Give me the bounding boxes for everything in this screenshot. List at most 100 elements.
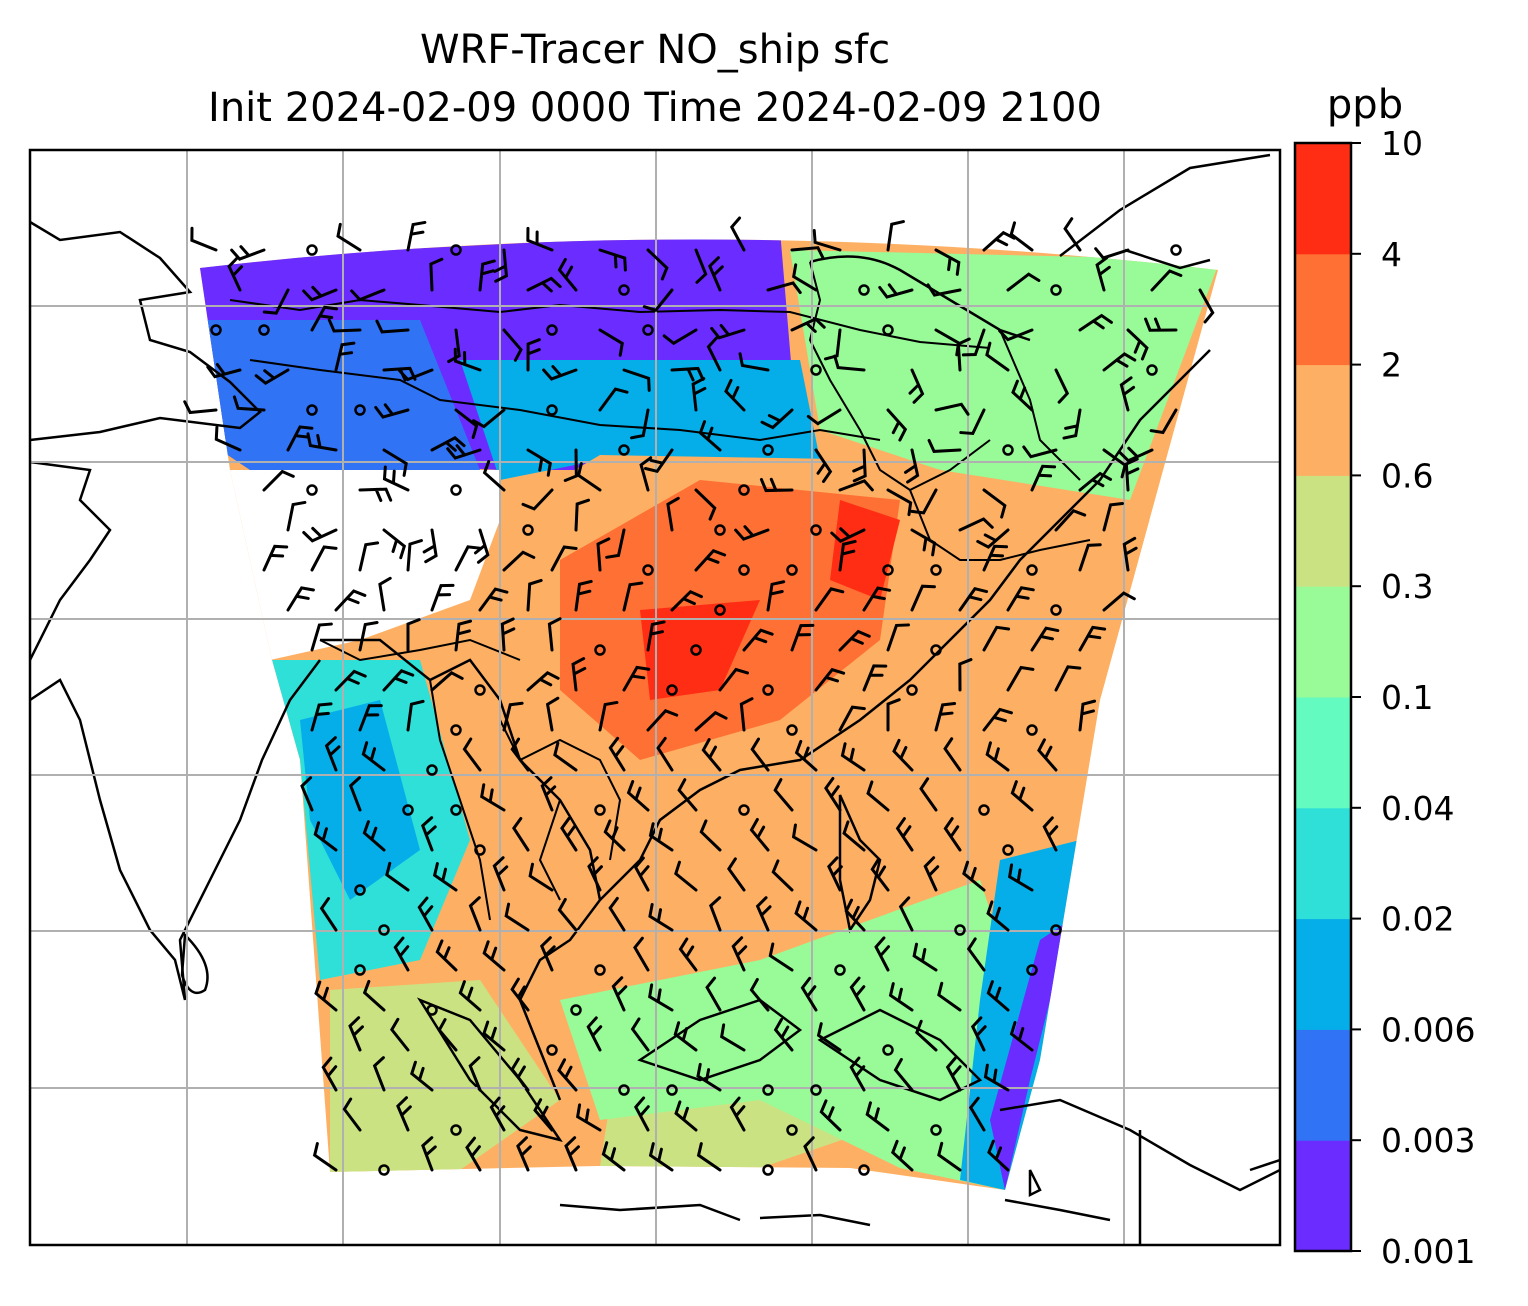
wind-barb: [382, 448, 408, 477]
wind-barb: [306, 432, 338, 452]
wind-barb: [1102, 591, 1136, 612]
wind-barb: [493, 248, 509, 283]
wind-barb: [729, 216, 746, 252]
wind-barb: [874, 936, 890, 972]
wind-barb: [962, 860, 986, 892]
wind-barb: [926, 283, 962, 297]
wind-barb: [468, 1056, 482, 1092]
calm-wind-marker: [402, 804, 414, 816]
calm-wind-marker: [426, 1004, 438, 1016]
wind-barb: [1198, 288, 1215, 324]
wind-barb: [1094, 247, 1130, 260]
wind-barb: [852, 448, 867, 483]
wind-barb: [646, 709, 679, 732]
calm-wind-marker: [306, 244, 318, 256]
wind-barb: [986, 900, 1010, 932]
calm-wind-marker: [210, 324, 222, 336]
calm-wind-marker: [810, 364, 822, 376]
wind-barb: [729, 1096, 746, 1132]
calm-wind-marker: [450, 804, 462, 816]
wind-barb: [214, 425, 242, 452]
wind-barb: [759, 477, 794, 493]
wind-barb: [1022, 445, 1058, 459]
wind-barb: [232, 395, 266, 412]
wind-barb: [919, 777, 938, 812]
wind-barb: [794, 900, 818, 932]
colorbar-segment: [1295, 253, 1351, 366]
wind-barb: [903, 448, 920, 484]
colorbar-segment: [1295, 1140, 1351, 1252]
wind-barb: [694, 488, 717, 521]
colorbar-segment: [1295, 143, 1351, 255]
wind-barb: [760, 408, 794, 430]
calm-wind-marker: [786, 724, 798, 736]
wind-barb: [648, 902, 674, 932]
colorbar-segment: [1295, 475, 1351, 587]
calm-wind-marker: [858, 284, 870, 296]
wind-barb: [958, 587, 989, 612]
wind-barb: [678, 937, 698, 972]
calm-wind-marker: [762, 1084, 774, 1096]
wind-barb: [526, 671, 560, 692]
wind-barb: [943, 817, 962, 852]
wind-barb: [1118, 446, 1154, 463]
wind-barb: [302, 285, 338, 302]
wind-barb: [1078, 471, 1113, 492]
wind-barb: [895, 817, 914, 852]
wind-barb: [886, 698, 901, 732]
wind-barb: [601, 1141, 626, 1172]
wind-barb: [792, 263, 818, 292]
wind-barb: [406, 539, 423, 572]
wind-barb: [1030, 626, 1060, 652]
wind-barb: [838, 705, 866, 732]
colorbar-tick-label: 0.003: [1381, 1121, 1475, 1160]
calm-wind-marker: [450, 724, 462, 736]
wind-barb: [576, 462, 602, 492]
wind-barb: [1126, 328, 1149, 361]
wind-barb: [838, 629, 871, 652]
country-borders: [229, 261, 1091, 921]
wind-barb: [1054, 368, 1070, 404]
wind-barb: [190, 226, 218, 252]
wind-barb: [646, 248, 669, 281]
wind-barb: [694, 548, 727, 572]
wind-barb: [454, 619, 473, 652]
wind-barb: [982, 488, 1007, 519]
wind-barb: [510, 1057, 530, 1092]
wind-barb: [642, 288, 674, 313]
wind-barb: [816, 1022, 842, 1052]
wind-barb: [968, 1096, 986, 1132]
colorbar-tick-label: 2: [1381, 346, 1402, 385]
wind-barb: [982, 230, 1016, 252]
wind-barb: [313, 821, 338, 852]
wind-barb: [865, 1101, 890, 1132]
wind-barb: [866, 780, 890, 812]
calm-wind-marker: [426, 764, 438, 776]
plot-title-line1: WRF-Tracer NO_ship sfc: [419, 27, 891, 73]
wind-barb: [898, 896, 914, 932]
wind-barb: [908, 368, 925, 404]
wind-barb: [622, 368, 651, 392]
calm-wind-marker: [1050, 924, 1062, 936]
wind-barb: [385, 861, 410, 892]
colorbar-segment: [1295, 364, 1351, 476]
wind-barb: [372, 1056, 386, 1092]
wind-barb: [571, 657, 587, 692]
wind-barb: [465, 1136, 482, 1172]
wind-barb: [468, 896, 482, 932]
colorbar-tick-label: 0.006: [1381, 1010, 1475, 1049]
wind-barb: [262, 469, 295, 492]
wind-barb: [560, 816, 578, 852]
wind-barb: [699, 819, 722, 852]
calm-wind-marker: [882, 564, 894, 576]
calm-wind-marker: [594, 644, 606, 656]
calm-wind-marker: [450, 244, 462, 256]
wind-barb: [410, 1060, 434, 1092]
wind-barb: [510, 977, 530, 1012]
wind-barb: [430, 671, 464, 692]
wind-barb: [453, 347, 482, 372]
wind-barb: [480, 783, 506, 812]
wind-barb: [934, 702, 957, 732]
wind-barb: [350, 288, 386, 302]
